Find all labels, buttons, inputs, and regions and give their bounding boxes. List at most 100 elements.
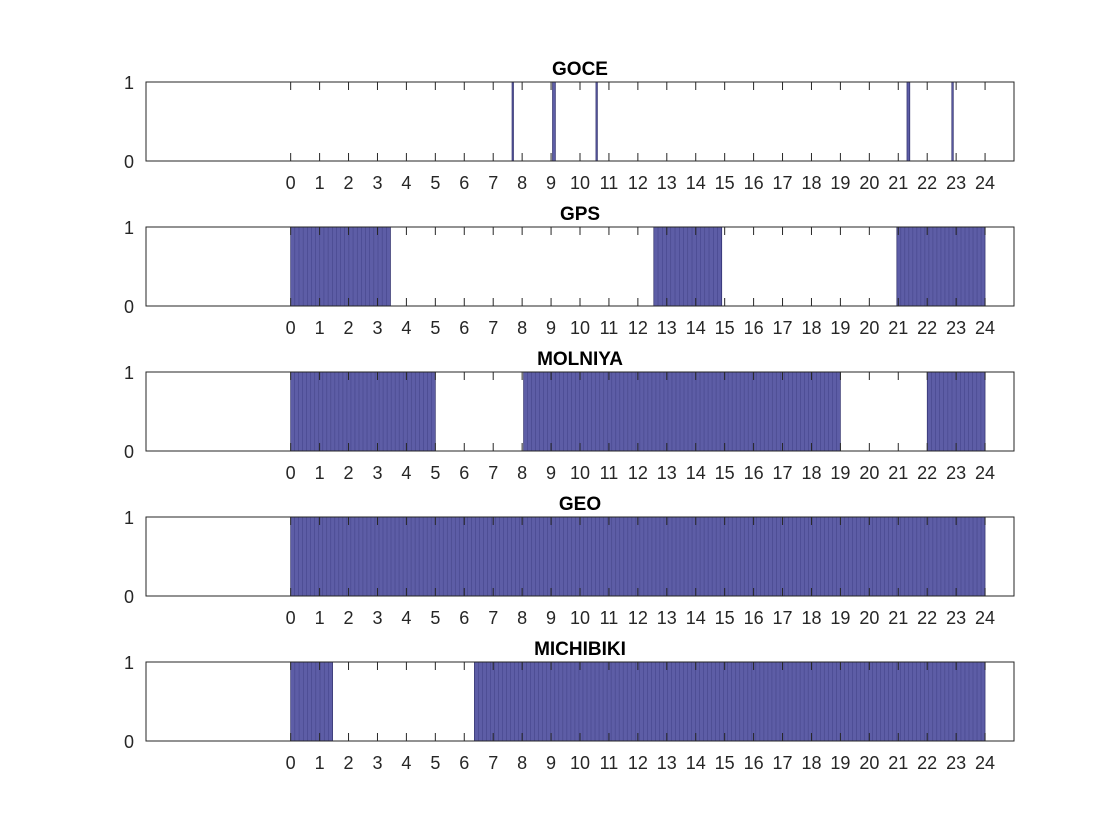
x-tick-label: 10 bbox=[570, 318, 590, 338]
x-tick-label: 15 bbox=[715, 173, 735, 193]
x-tick-label: 24 bbox=[975, 608, 995, 628]
x-tick-label: 7 bbox=[488, 173, 498, 193]
x-tick-label: 11 bbox=[600, 753, 619, 773]
x-tick-label: 12 bbox=[628, 608, 648, 628]
x-tick-label: 3 bbox=[372, 753, 382, 773]
x-tick-label: 20 bbox=[859, 753, 879, 773]
x-tick-label: 16 bbox=[744, 463, 764, 483]
x-tick-label: 8 bbox=[517, 753, 527, 773]
x-tick-label: 11 bbox=[600, 608, 619, 628]
y-tick-label: 0 bbox=[124, 152, 134, 172]
x-tick-label: 17 bbox=[773, 463, 793, 483]
x-tick-label: 18 bbox=[801, 753, 821, 773]
x-tick-label: 23 bbox=[946, 753, 966, 773]
x-tick-label: 13 bbox=[657, 753, 677, 773]
x-tick-label: 13 bbox=[657, 463, 677, 483]
x-tick-label: 0 bbox=[286, 608, 296, 628]
x-tick-label: 8 bbox=[517, 318, 527, 338]
x-tick-label: 21 bbox=[888, 753, 908, 773]
axes-background bbox=[146, 82, 1014, 161]
x-tick-label: 13 bbox=[657, 608, 677, 628]
y-tick-label: 1 bbox=[124, 73, 134, 93]
x-tick-label: 5 bbox=[430, 608, 440, 628]
y-tick-label: 1 bbox=[124, 218, 134, 238]
x-tick-label: 15 bbox=[715, 753, 735, 773]
x-tick-label: 8 bbox=[517, 463, 527, 483]
x-tick-label: 20 bbox=[859, 463, 879, 483]
visibility-bar bbox=[552, 81, 556, 162]
subplot-title: GEO bbox=[559, 494, 601, 515]
x-tick-label: 18 bbox=[801, 173, 821, 193]
x-tick-label: 24 bbox=[975, 318, 995, 338]
x-tick-label: 6 bbox=[459, 753, 469, 773]
x-tick-label: 21 bbox=[888, 318, 908, 338]
x-tick-label: 14 bbox=[686, 173, 706, 193]
y-tick-label: 0 bbox=[124, 297, 134, 317]
x-tick-label: 17 bbox=[773, 318, 793, 338]
x-tick-label: 4 bbox=[401, 753, 411, 773]
x-tick-label: 17 bbox=[773, 753, 793, 773]
x-tick-label: 23 bbox=[946, 463, 966, 483]
visibility-bar bbox=[523, 371, 841, 452]
x-tick-label: 4 bbox=[401, 608, 411, 628]
x-tick-label: 3 bbox=[372, 173, 382, 193]
x-tick-label: 12 bbox=[628, 463, 648, 483]
x-tick-label: 21 bbox=[888, 463, 908, 483]
x-tick-label: 20 bbox=[859, 608, 879, 628]
axes-background bbox=[146, 227, 1014, 306]
x-tick-label: 2 bbox=[344, 173, 354, 193]
x-tick-label: 14 bbox=[686, 608, 706, 628]
subplot-title: GOCE bbox=[552, 59, 608, 80]
x-tick-label: 4 bbox=[401, 173, 411, 193]
x-tick-label: 14 bbox=[686, 463, 706, 483]
x-tick-label: 9 bbox=[546, 173, 556, 193]
x-tick-label: 5 bbox=[430, 463, 440, 483]
x-tick-label: 0 bbox=[286, 753, 296, 773]
x-tick-label: 18 bbox=[801, 608, 821, 628]
x-tick-label: 16 bbox=[744, 173, 764, 193]
x-tick-label: 5 bbox=[430, 318, 440, 338]
visibility-bar bbox=[290, 516, 986, 597]
x-tick-label: 16 bbox=[744, 318, 764, 338]
x-tick-label: 24 bbox=[975, 753, 995, 773]
x-tick-label: 17 bbox=[773, 608, 793, 628]
x-tick-label: 15 bbox=[715, 608, 735, 628]
x-tick-label: 4 bbox=[401, 318, 411, 338]
x-tick-label: 20 bbox=[859, 173, 879, 193]
x-tick-label: 12 bbox=[628, 173, 648, 193]
x-tick-label: 24 bbox=[975, 173, 995, 193]
y-tick-label: 1 bbox=[124, 508, 134, 528]
y-tick-label: 0 bbox=[124, 587, 134, 607]
x-tick-label: 22 bbox=[917, 318, 937, 338]
subplot-title: GPS bbox=[560, 204, 600, 225]
x-tick-label: 18 bbox=[801, 463, 821, 483]
x-tick-label: 10 bbox=[570, 608, 590, 628]
x-tick-label: 13 bbox=[657, 173, 677, 193]
x-tick-label: 6 bbox=[459, 608, 469, 628]
x-tick-label: 11 bbox=[600, 173, 619, 193]
x-tick-label: 13 bbox=[657, 318, 677, 338]
x-tick-label: 1 bbox=[315, 463, 325, 483]
x-tick-label: 12 bbox=[628, 753, 648, 773]
visibility-bar bbox=[595, 81, 598, 162]
y-tick-label: 0 bbox=[124, 732, 134, 752]
x-tick-label: 19 bbox=[830, 173, 850, 193]
x-tick-label: 6 bbox=[459, 318, 469, 338]
x-tick-label: 1 bbox=[315, 608, 325, 628]
x-tick-label: 8 bbox=[517, 608, 527, 628]
x-tick-label: 21 bbox=[888, 608, 908, 628]
x-tick-label: 9 bbox=[546, 318, 556, 338]
x-tick-label: 7 bbox=[488, 608, 498, 628]
x-tick-label: 10 bbox=[570, 463, 590, 483]
x-tick-label: 19 bbox=[830, 608, 850, 628]
x-tick-label: 5 bbox=[430, 173, 440, 193]
x-tick-label: 9 bbox=[546, 608, 556, 628]
x-tick-label: 23 bbox=[946, 608, 966, 628]
x-tick-label: 19 bbox=[830, 753, 850, 773]
y-tick-label: 0 bbox=[124, 442, 134, 462]
subplot-title: MICHIBIKI bbox=[534, 639, 626, 660]
x-tick-label: 3 bbox=[372, 608, 382, 628]
x-tick-label: 14 bbox=[686, 753, 706, 773]
